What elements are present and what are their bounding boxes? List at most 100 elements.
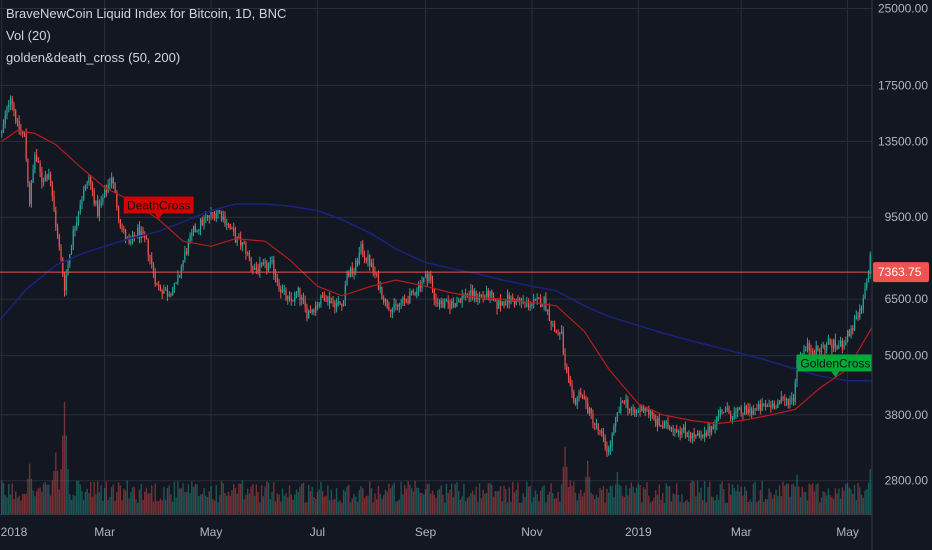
volume-bar <box>595 494 598 514</box>
candle-body <box>501 301 503 306</box>
volume-bar <box>536 493 538 514</box>
volume-bar <box>461 496 463 514</box>
candle-body <box>369 255 371 266</box>
candle-body <box>482 295 484 297</box>
candle-body <box>608 450 610 453</box>
candle-body <box>433 289 435 300</box>
candle-body <box>44 175 46 182</box>
volume-bar <box>314 498 317 514</box>
volume-bar <box>449 489 451 514</box>
volume-bar <box>287 497 289 514</box>
candle-body <box>128 238 130 244</box>
candle-body <box>191 232 193 236</box>
volume-bar <box>478 483 481 514</box>
candle-body <box>90 177 92 184</box>
volume-bar <box>424 489 427 514</box>
volume-bar <box>212 499 214 514</box>
volume-bar <box>581 496 584 514</box>
candle-body <box>79 204 81 213</box>
candle-body <box>102 197 104 202</box>
candle-body <box>533 299 535 305</box>
volume-bar <box>21 493 24 514</box>
volume-bar <box>423 494 425 514</box>
candle-body <box>512 297 514 301</box>
cross-indicator-legend[interactable]: golden&death_cross (50, 200) <box>6 50 181 65</box>
candle-body <box>379 287 381 290</box>
volume-bar <box>35 491 38 514</box>
candle-body <box>562 331 564 355</box>
candle-body <box>778 401 781 403</box>
candle-body <box>227 223 230 225</box>
candle-body <box>602 433 605 438</box>
volume-bar <box>437 490 439 514</box>
x-tick-label: May <box>836 525 859 539</box>
candle-body <box>49 174 52 187</box>
candle-body <box>489 291 491 300</box>
volume-bar <box>838 488 840 514</box>
candle-body <box>288 296 291 299</box>
candle-body <box>25 134 27 160</box>
volume-bar <box>246 488 249 514</box>
volume-bar <box>191 481 193 514</box>
candle-body <box>855 316 857 320</box>
volume-bar <box>578 493 580 514</box>
candle-body <box>758 403 760 409</box>
candle-body <box>121 227 123 229</box>
candle-body <box>161 290 163 294</box>
volume-bar <box>215 485 217 514</box>
volume-bar <box>740 487 742 514</box>
volume-bar <box>213 500 216 514</box>
volume-bar <box>405 488 408 514</box>
candle-body <box>212 212 214 214</box>
candle-body <box>335 303 338 308</box>
candle-body <box>597 423 599 431</box>
volume-bar <box>135 499 137 514</box>
volume-bar <box>77 480 80 514</box>
candle-body <box>374 271 376 275</box>
candle-body <box>267 264 270 270</box>
candle-body <box>37 160 39 163</box>
volume-bar <box>334 498 336 514</box>
candle-body <box>304 300 306 307</box>
volume-bar <box>730 494 732 514</box>
candle-body <box>440 300 442 305</box>
candle-body <box>615 417 617 427</box>
signal-deathcross[interactable]: DeathCross <box>123 196 194 220</box>
candle-body <box>806 342 809 350</box>
candle-body <box>233 228 235 233</box>
candle-body <box>222 216 224 220</box>
candle-body <box>819 351 821 353</box>
volume-bar <box>710 496 713 514</box>
volume-bar <box>123 488 125 514</box>
time-axis[interactable]: 2018 Mar May Jul Sep Nov 2019 Mar May <box>0 514 872 540</box>
y-tick-label: 9500.00 <box>885 210 929 224</box>
volume-bar <box>130 492 132 514</box>
volume-bar <box>170 494 172 514</box>
volume-bar <box>126 480 129 514</box>
volume-legend[interactable]: Vol (20) <box>6 28 51 43</box>
chart-title[interactable]: BraveNewCoin Liquid Index for Bitcoin, 1… <box>6 6 287 21</box>
candle-body <box>566 366 568 373</box>
volume-bar <box>208 491 210 514</box>
candle-body <box>351 268 353 275</box>
candle-body <box>36 155 38 161</box>
volume-bar <box>780 496 783 514</box>
candle-body <box>192 226 195 233</box>
candle-body <box>508 294 510 303</box>
candle-body <box>81 199 83 205</box>
candle-body <box>341 304 343 307</box>
volume-bar <box>18 495 20 514</box>
candle-body <box>295 292 298 294</box>
candle-body <box>213 213 216 219</box>
candle-body <box>456 302 458 307</box>
candle-body <box>475 291 477 300</box>
candle-body <box>147 239 149 255</box>
candle-body <box>866 282 868 289</box>
candle-body <box>187 241 189 254</box>
volume-bar <box>599 487 601 514</box>
volume-bar <box>410 488 413 514</box>
volume-bar <box>627 495 629 514</box>
candle-body <box>185 251 188 254</box>
signal-goldencross[interactable]: GoldenCross <box>797 354 874 378</box>
